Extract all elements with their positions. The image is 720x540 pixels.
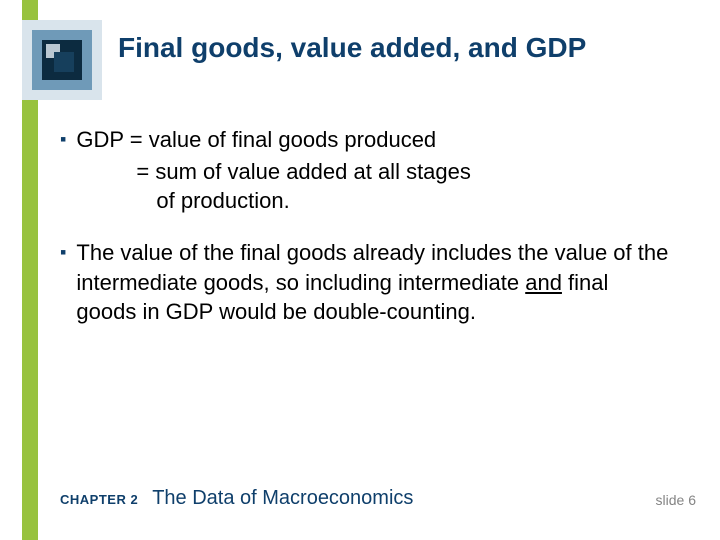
bullet-2-underlined: and <box>525 270 562 295</box>
bullet-1-line2: = sum of value added at all stages <box>136 157 670 187</box>
chapter-title: The Data of Macroeconomics <box>152 487 413 510</box>
bullet-marker-icon: ▪ <box>60 127 66 151</box>
chapter-label: CHAPTER 2 <box>60 492 138 507</box>
slide-title: Final goods, value added, and GDP <box>118 32 586 64</box>
bullet-marker-icon: ▪ <box>60 240 66 264</box>
bullet-2: ▪ The value of the final goods already i… <box>60 238 670 327</box>
bullet-2-text: The value of the final goods already inc… <box>76 238 670 327</box>
bullet-1-line1: GDP = value of final goods produced <box>76 127 436 152</box>
slide-footer: CHAPTER 2 The Data of Macroeconomics <box>60 487 700 510</box>
bullet-1-text: GDP = value of final goods produced = su… <box>76 125 670 216</box>
slide-body: ▪ GDP = value of final goods produced = … <box>60 125 670 349</box>
bullet-1: ▪ GDP = value of final goods produced = … <box>60 125 670 216</box>
bullet-1-line3: of production. <box>156 186 670 216</box>
slide-number: slide 6 <box>656 492 696 508</box>
slide-logo <box>22 20 102 100</box>
